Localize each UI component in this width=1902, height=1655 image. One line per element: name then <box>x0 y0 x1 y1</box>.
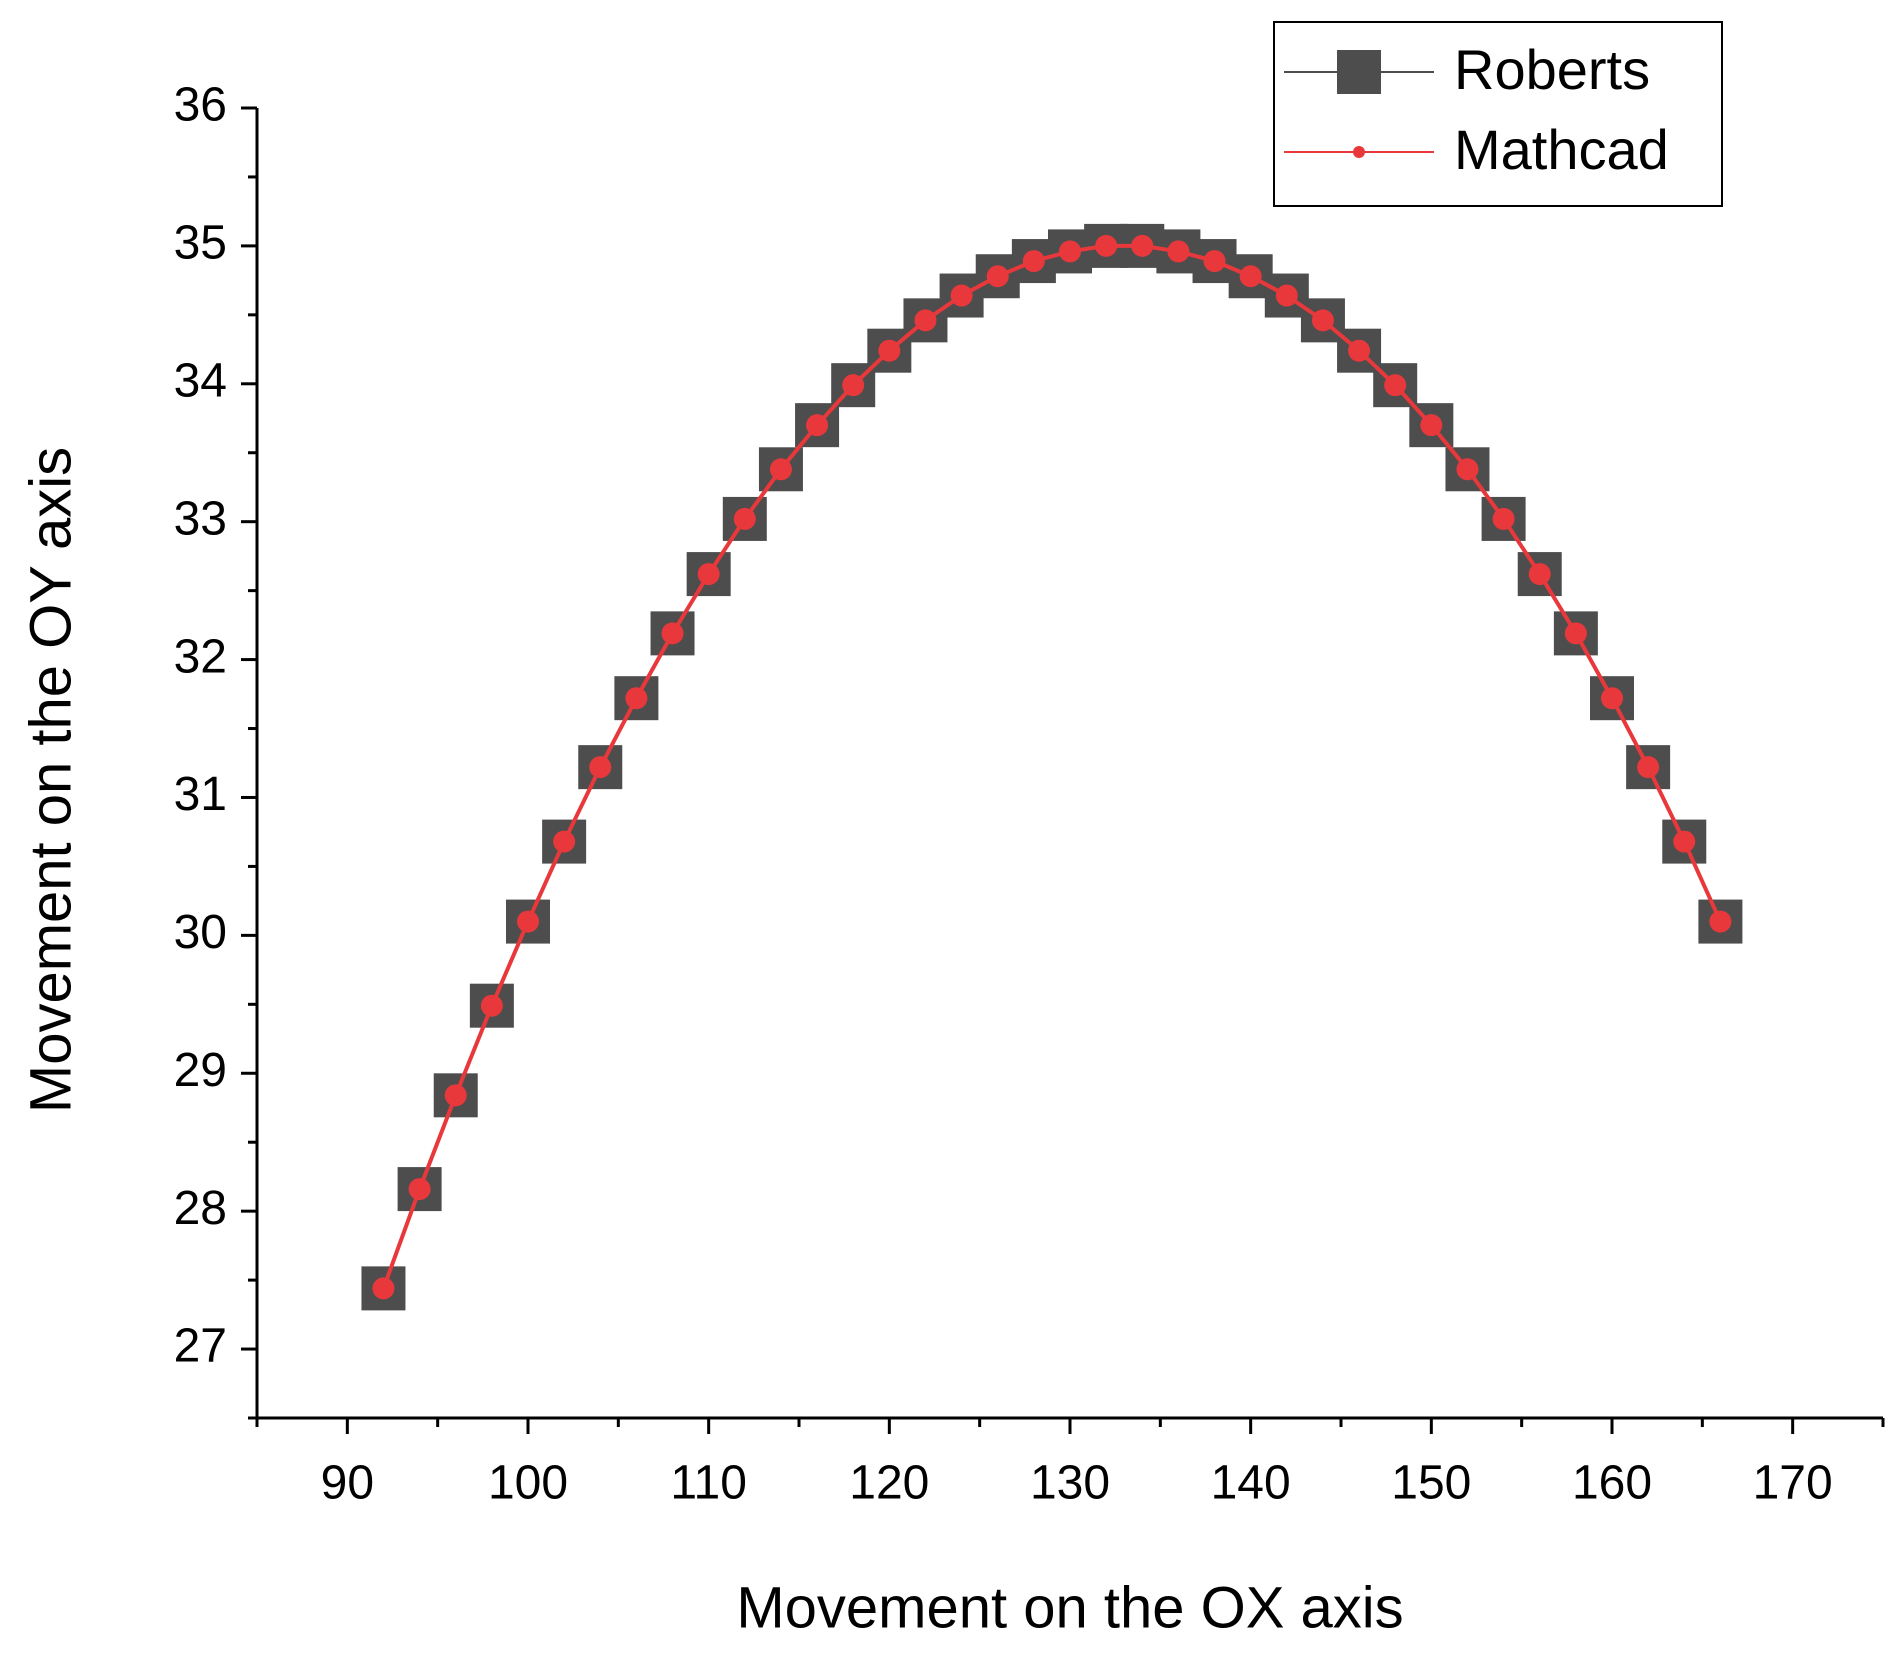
dot-marker <box>950 284 973 307</box>
dot-marker <box>733 507 756 530</box>
legend-marker <box>1337 50 1381 94</box>
y-tick-label: 36 <box>174 79 227 132</box>
dot-marker <box>444 1084 467 1107</box>
x-tick-label: 130 <box>1030 1457 1110 1510</box>
y-tick-label: 33 <box>174 492 227 545</box>
dot-marker <box>1059 240 1081 263</box>
y-tick-label: 28 <box>174 1182 227 1235</box>
dot-marker <box>1384 374 1407 397</box>
dot-marker <box>661 622 684 645</box>
dot-marker <box>480 994 503 1017</box>
y-tick-label: 34 <box>174 354 227 407</box>
dot-marker <box>1095 234 1118 257</box>
dot-marker <box>1420 414 1443 437</box>
dot-marker <box>625 687 648 710</box>
x-tick-label: 160 <box>1572 1457 1652 1510</box>
y-tick-label: 30 <box>174 906 227 959</box>
y-tick-label: 27 <box>174 1320 227 1373</box>
dot-marker <box>1203 250 1226 273</box>
dot-marker <box>517 910 539 933</box>
x-tick-label: 90 <box>321 1457 374 1510</box>
dot-marker <box>1239 265 1262 288</box>
dot-marker <box>1022 250 1045 273</box>
x-tick-label: 170 <box>1753 1457 1833 1510</box>
dot-marker <box>1637 756 1660 779</box>
dot-marker <box>1709 910 1732 933</box>
x-tick-label: 150 <box>1391 1457 1471 1510</box>
dot-marker <box>1601 687 1623 710</box>
y-tick-label: 35 <box>174 217 227 270</box>
legend-label: Mathcad <box>1454 118 1669 181</box>
dot-marker <box>1348 339 1371 362</box>
x-tick-label: 110 <box>670 1457 747 1510</box>
dot-marker <box>1492 507 1515 530</box>
dot-marker <box>1275 284 1298 307</box>
dot-marker <box>553 830 576 853</box>
legend-label: Roberts <box>1454 38 1650 101</box>
y-tick-label: 31 <box>174 768 227 821</box>
x-tick-label: 120 <box>849 1457 929 1510</box>
dot-marker <box>806 414 829 437</box>
dot-marker <box>1167 240 1190 263</box>
dot-marker <box>697 563 720 586</box>
dot-marker <box>589 756 612 779</box>
dot-marker <box>1131 234 1154 257</box>
x-tick-label: 140 <box>1211 1457 1291 1510</box>
dot-marker <box>1528 563 1551 586</box>
y-tick-label: 29 <box>174 1044 227 1097</box>
dot-marker <box>1673 830 1696 853</box>
y-axis-title: Movement on the OY axis <box>18 447 83 1113</box>
dot-marker <box>1564 622 1587 645</box>
legend-marker <box>1353 146 1365 158</box>
dot-marker <box>914 309 937 332</box>
dot-marker <box>408 1178 431 1201</box>
dot-marker <box>1311 309 1334 332</box>
x-axis-title: Movement on the OX axis <box>736 1575 1403 1640</box>
x-tick-label: 100 <box>488 1457 568 1510</box>
dot-marker <box>986 265 1009 288</box>
dot-marker <box>1456 458 1479 481</box>
dot-marker <box>842 374 865 397</box>
dot-marker <box>769 458 792 481</box>
dot-marker <box>372 1277 395 1300</box>
dot-marker <box>878 339 901 362</box>
y-tick-label: 32 <box>174 630 227 683</box>
